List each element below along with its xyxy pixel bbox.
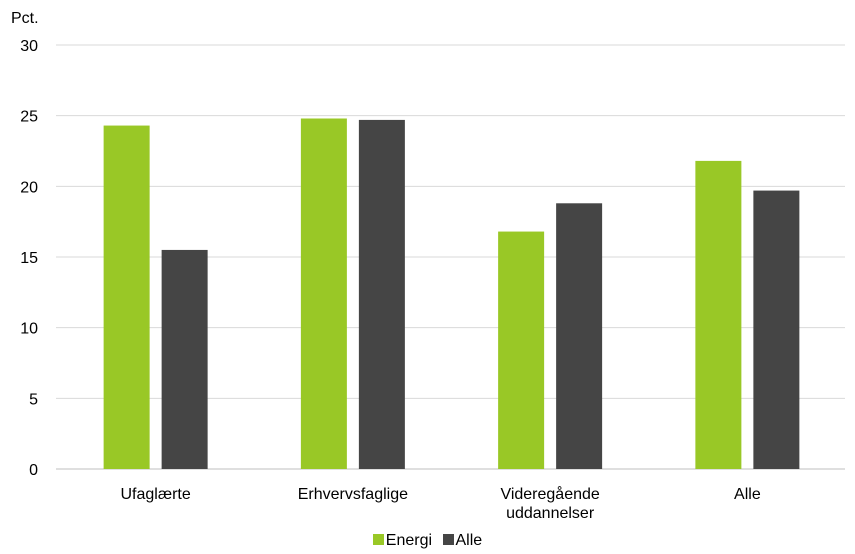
y-axis-ticks: 0 5 10 15 20 25 30 <box>20 38 38 479</box>
x-category-label: Ufaglærte <box>121 486 191 503</box>
y-tick-label: 15 <box>20 250 38 267</box>
y-axis-unit-label: Pct. <box>11 10 39 27</box>
bar-energi <box>300 118 347 469</box>
bar-alle <box>358 119 405 469</box>
x-category-label: Videregående uddannelser <box>500 485 599 522</box>
bars <box>103 118 800 470</box>
y-tick-label: 25 <box>20 109 38 126</box>
bar-alle <box>161 249 208 469</box>
bar-energi <box>103 125 150 469</box>
legend-label-energi: Energi <box>385 532 433 549</box>
x-category-label: Erhvervsfaglige <box>298 486 408 503</box>
legend-label-alle: Alle <box>455 532 483 549</box>
x-axis-labels: Ufaglærte Erhvervsfaglige Videregående udda… <box>121 485 761 522</box>
y-tick-label: 5 <box>29 391 38 408</box>
y-tick-label: 20 <box>20 179 38 196</box>
bar-chart: Pct. 0 5 10 15 20 25 30 Ufaglærte Erhvervsfagli… <box>11 10 845 522</box>
y-tick-label: 30 <box>20 38 38 55</box>
y-tick-label: 0 <box>29 462 38 479</box>
legend-item-alle: Alle <box>442 532 483 550</box>
legend-swatch-energi <box>372 534 384 545</box>
bar-alle <box>556 203 603 469</box>
x-category-label: Alle <box>734 486 761 503</box>
legend: Energi Alle <box>0 532 855 550</box>
y-tick-label: 10 <box>20 321 38 338</box>
bar-alle <box>753 190 800 469</box>
bar-energi <box>498 231 545 469</box>
legend-item-energi: Energi <box>372 532 433 550</box>
bar-energi <box>695 160 742 470</box>
legend-swatch-alle <box>442 534 454 545</box>
